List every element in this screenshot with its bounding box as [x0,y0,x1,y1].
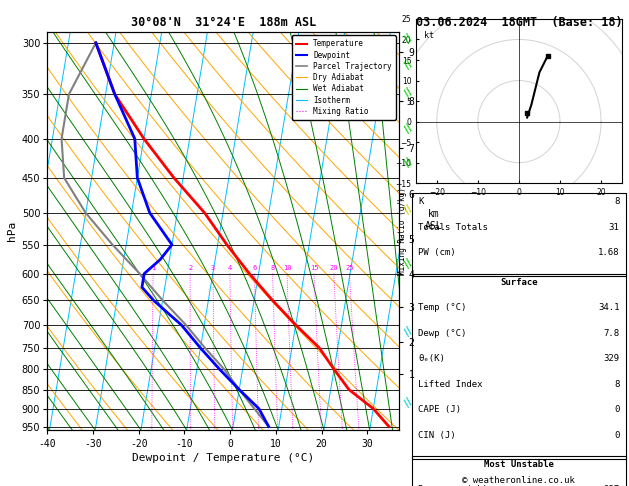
Text: //: // [403,326,415,337]
Text: 8: 8 [614,197,620,206]
Text: 0: 0 [614,405,620,414]
Text: //: // [403,122,415,134]
Text: kt: kt [425,31,435,40]
Text: //: // [403,258,415,270]
Text: 6: 6 [252,265,257,271]
Text: Totals Totals: Totals Totals [418,223,488,232]
Text: θₑ(K): θₑ(K) [418,354,445,363]
Y-axis label: km
ASL: km ASL [425,209,443,231]
Text: 329: 329 [603,354,620,363]
Text: CAPE (J): CAPE (J) [418,405,462,414]
Text: Lifted Index: Lifted Index [418,380,483,389]
Bar [412,456,626,486]
Text: 03.06.2024  18GMT  (Base: 18): 03.06.2024 18GMT (Base: 18) [416,16,622,29]
Text: 2: 2 [188,265,192,271]
Text: 4: 4 [228,265,232,271]
Text: Most Unstable: Most Unstable [484,460,554,469]
Text: 1.68: 1.68 [598,248,620,257]
Text: 1: 1 [151,265,155,271]
Text: //: // [403,33,415,45]
Text: //: // [403,397,415,409]
Text: 34.1: 34.1 [598,303,620,312]
Text: 10: 10 [282,265,291,271]
Y-axis label: hPa: hPa [8,221,18,241]
Text: //: // [403,156,415,169]
Text: //: // [403,204,415,216]
Text: Mixing Ratio (g/kg): Mixing Ratio (g/kg) [398,187,407,275]
Text: 25: 25 [345,265,353,271]
Text: CIN (J): CIN (J) [418,431,456,440]
Text: 15: 15 [309,265,318,271]
Text: 7.8: 7.8 [603,329,620,338]
Text: 8: 8 [614,380,620,389]
Text: Temp (°C): Temp (°C) [418,303,467,312]
Text: 3: 3 [211,265,215,271]
Text: Surface: Surface [500,278,538,287]
Text: 0: 0 [614,431,620,440]
Bar [412,193,626,276]
Text: K: K [418,197,424,206]
Text: 31: 31 [609,223,620,232]
Legend: Temperature, Dewpoint, Parcel Trajectory, Dry Adiabat, Wet Adiabat, Isotherm, Mi: Temperature, Dewpoint, Parcel Trajectory… [292,35,396,120]
Text: //: // [403,87,415,99]
Bar [412,274,626,459]
Text: 20: 20 [330,265,338,271]
Text: //: // [403,59,415,71]
Text: 30°08'N  31°24'E  188m ASL: 30°08'N 31°24'E 188m ASL [131,16,316,29]
Text: 8: 8 [270,265,275,271]
Text: PW (cm): PW (cm) [418,248,456,257]
X-axis label: Dewpoint / Temperature (°C): Dewpoint / Temperature (°C) [132,453,314,463]
Text: Dewp (°C): Dewp (°C) [418,329,467,338]
Text: © weatheronline.co.uk: © weatheronline.co.uk [462,476,576,485]
